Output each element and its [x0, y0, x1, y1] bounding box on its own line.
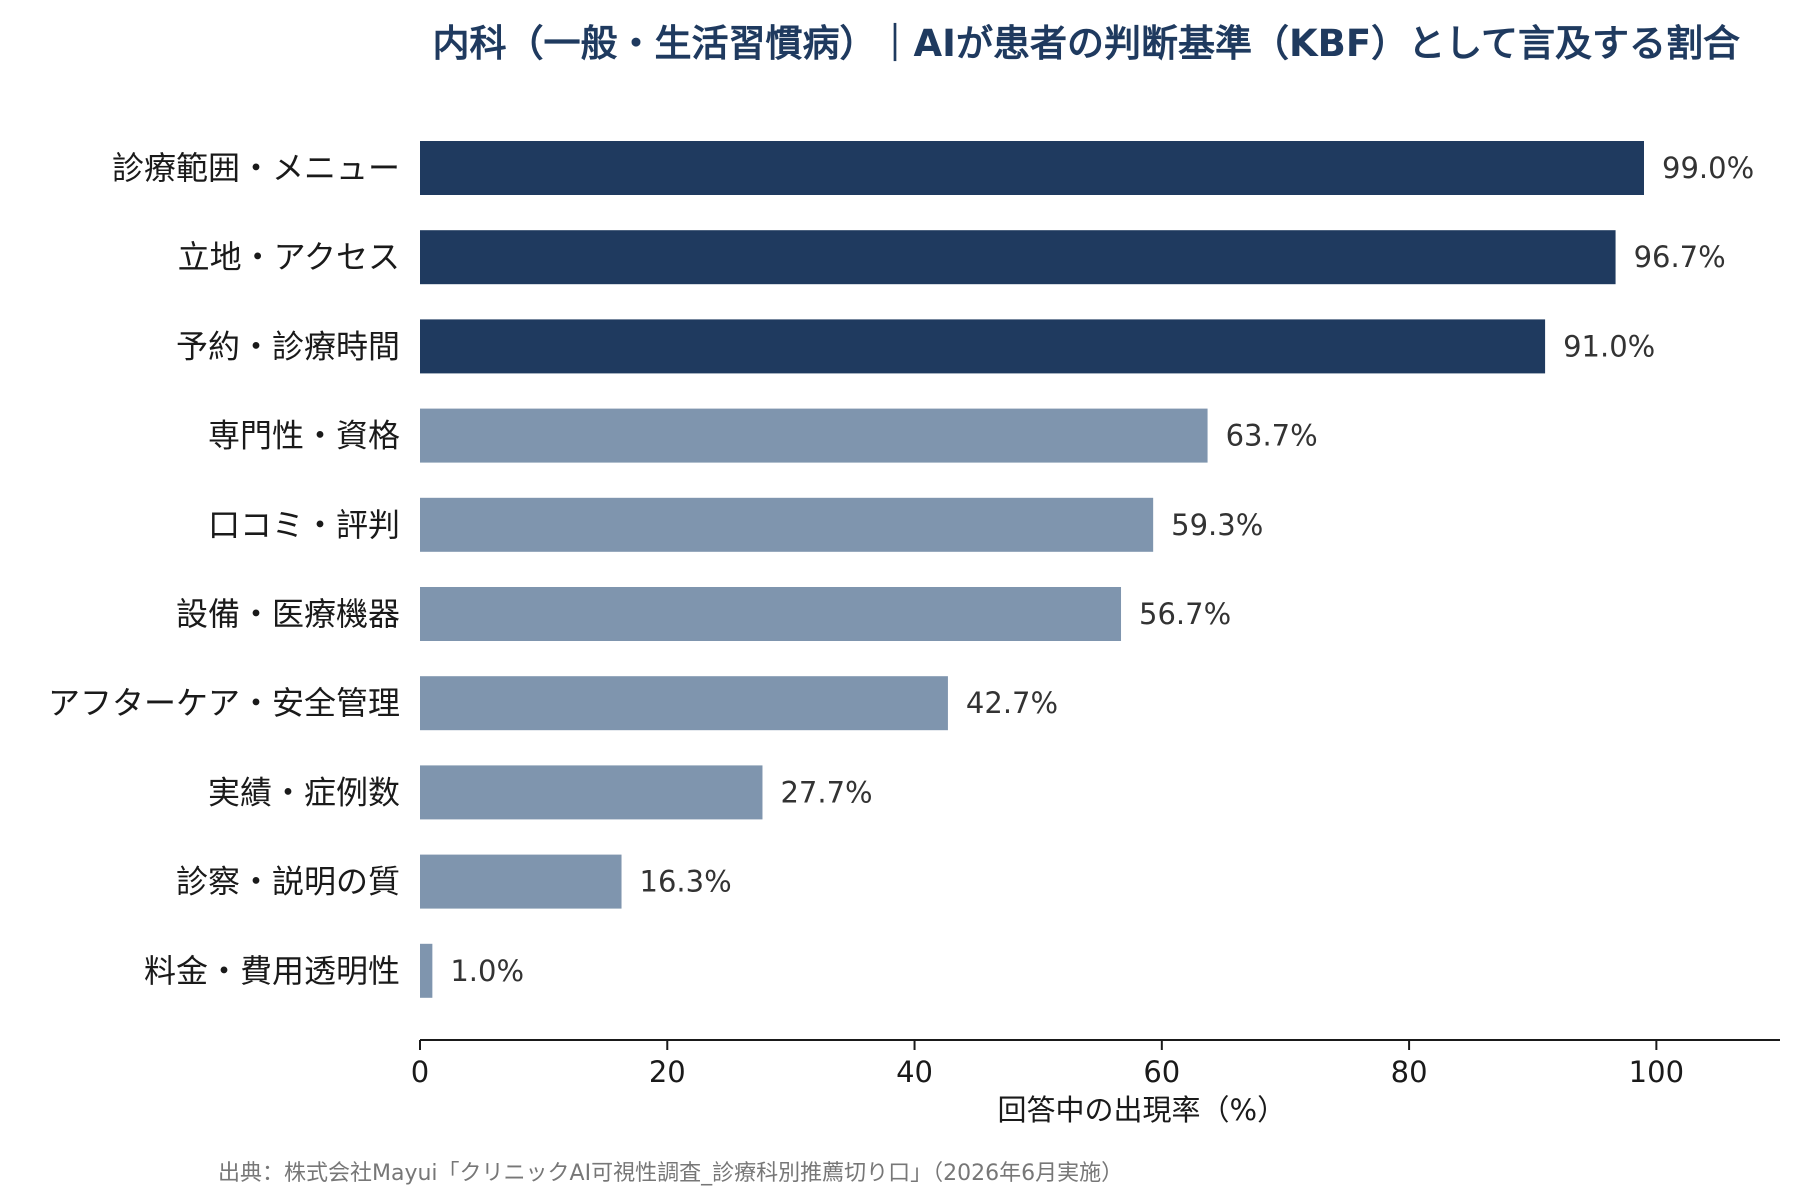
source-note: 出典：株式会社Mayui「クリニックAI可視性調査_診療科別推薦切り口」（202… [218, 1161, 1123, 1186]
bar [420, 765, 763, 820]
value-label: 63.7% [1226, 419, 1318, 453]
x-tick-label: 80 [1391, 1055, 1428, 1089]
value-label: 99.0% [1662, 151, 1754, 185]
value-label: 1.0% [450, 954, 524, 988]
bar [420, 141, 1644, 195]
value-label: 96.7% [1634, 240, 1726, 274]
category-label: 設備・医療機器 [176, 595, 400, 633]
x-axis-label: 回答中の出現率（%） [998, 1093, 1287, 1127]
bar [420, 676, 948, 731]
bar [420, 408, 1208, 463]
category-label: アフターケア・安全管理 [48, 684, 400, 722]
category-labels: 診療範囲・メニュー立地・アクセス予約・診療時間専門性・資格口コミ・評判設備・医療… [48, 149, 400, 990]
bars [420, 141, 1644, 998]
category-label: 診察・説明の質 [176, 863, 400, 901]
value-label: 27.7% [780, 775, 872, 809]
value-label: 16.3% [640, 865, 732, 899]
category-label: 診療範囲・メニュー [112, 149, 400, 187]
category-label: 口コミ・評判 [208, 506, 400, 544]
category-label: 専門性・資格 [208, 417, 400, 455]
x-axis-ticks: 0 20 40 60 80 100 [411, 1040, 1684, 1089]
category-label: 立地・アクセス [178, 238, 400, 276]
bar [420, 587, 1122, 641]
bar [420, 319, 1546, 374]
x-tick-label: 20 [649, 1055, 686, 1089]
bar [420, 943, 433, 998]
x-tick-label: 60 [1143, 1055, 1180, 1089]
value-label: 42.7% [966, 686, 1058, 720]
value-label: 56.7% [1139, 597, 1231, 631]
category-label: 実績・症例数 [208, 773, 400, 811]
value-label: 91.0% [1563, 329, 1655, 363]
category-label: 料金・費用透明性 [144, 952, 400, 990]
x-tick-label: 40 [896, 1055, 933, 1089]
bar [420, 230, 1616, 285]
value-labels: 99.0% 96.7% 91.0% 63.7% 59.3% 56.7% 42.7% 27.7%… [450, 151, 1754, 988]
value-label: 59.3% [1171, 508, 1263, 542]
bar [420, 497, 1154, 552]
category-label: 予約・診療時間 [176, 327, 400, 365]
x-tick-label: 100 [1629, 1055, 1684, 1089]
chart-title: 内科（一般・生活習慣病）｜AIが患者の判断基準（KBF）として言及する割合 [433, 22, 1740, 65]
bar [420, 854, 622, 909]
x-tick-label: 0 [411, 1055, 429, 1089]
